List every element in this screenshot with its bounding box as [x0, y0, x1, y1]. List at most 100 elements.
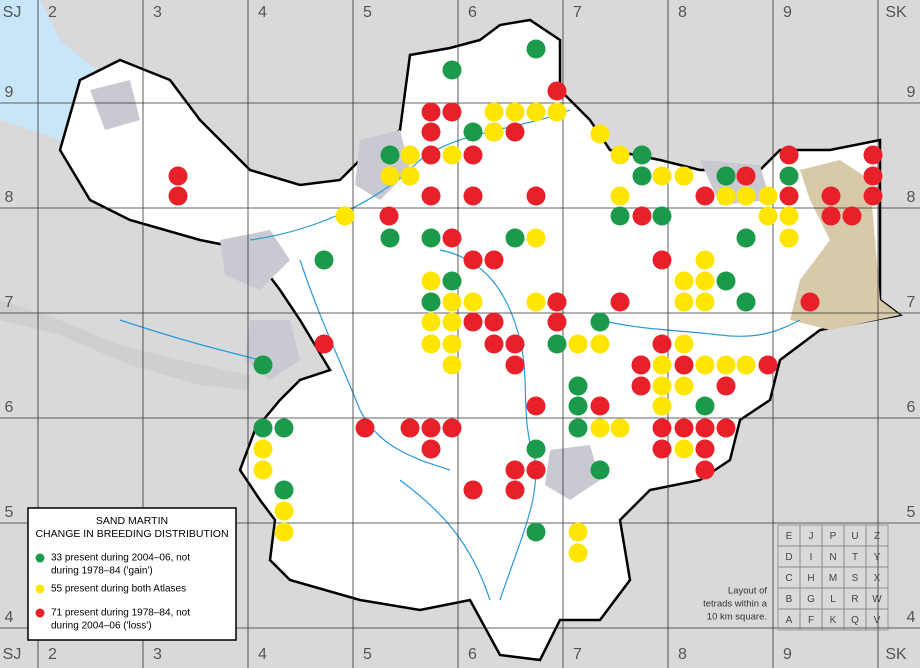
gain-dot — [421, 228, 441, 248]
tetrad-letter: Z — [874, 531, 880, 542]
tetrad-letter: U — [851, 531, 858, 542]
grid-label: 6 — [5, 399, 14, 416]
legend-swatch — [35, 584, 45, 594]
both-dot — [484, 102, 504, 122]
both-dot — [652, 355, 672, 375]
grid-label: 4 — [258, 4, 267, 21]
grid-label: 4 — [907, 609, 916, 626]
loss-dot — [526, 396, 546, 416]
legend-box — [27, 507, 237, 641]
grid-label: 7 — [5, 294, 14, 311]
gain-dot — [421, 292, 441, 312]
river — [119, 319, 261, 361]
distribution-dots — [168, 39, 883, 563]
both-dot — [674, 166, 694, 186]
loss-dot — [421, 122, 441, 142]
loss-dot — [695, 418, 715, 438]
legend-title: CHANGE IN BREEDING DISTRIBUTION — [35, 528, 228, 540]
grid-label: 6 — [468, 4, 477, 21]
loss-dot — [652, 439, 672, 459]
loss-dot — [758, 355, 778, 375]
gain-dot — [568, 396, 588, 416]
gain-dot — [547, 334, 567, 354]
grid-label: 4 — [5, 609, 14, 626]
river — [439, 249, 537, 601]
tetrad-letter: D — [785, 552, 792, 563]
both-dot — [274, 501, 294, 521]
gain-dot — [568, 376, 588, 396]
gain-dot — [314, 250, 334, 270]
loss-dot — [779, 186, 799, 206]
grid-label: 9 — [783, 4, 792, 21]
both-dot — [590, 418, 610, 438]
tetrad-letter: L — [830, 594, 836, 605]
loss-dot — [800, 292, 820, 312]
both-dot — [779, 228, 799, 248]
grid-label: 8 — [678, 646, 687, 663]
both-dot — [590, 124, 610, 144]
loss-dot — [484, 312, 504, 332]
loss-dot — [652, 334, 672, 354]
grid-label: 7 — [573, 4, 582, 21]
loss-dot — [695, 439, 715, 459]
town — [90, 80, 140, 130]
tetrad-letter: G — [807, 594, 815, 605]
loss-dot — [463, 186, 483, 206]
both-dot — [736, 355, 756, 375]
tetrad-letter: K — [830, 615, 837, 626]
loss-dot — [652, 418, 672, 438]
tetrad-letter: R — [851, 594, 858, 605]
loss-dot — [695, 186, 715, 206]
loss-dot — [400, 418, 420, 438]
both-dot — [610, 145, 630, 165]
legend-swatch — [35, 608, 45, 618]
gain-dot — [652, 206, 672, 226]
gain-dot — [736, 228, 756, 248]
loss-dot — [631, 355, 651, 375]
grid-label: 8 — [907, 189, 916, 206]
gain-dot — [380, 145, 400, 165]
gain-dot — [526, 522, 546, 542]
tetrad-letter: N — [829, 552, 836, 563]
grid-label: SJ — [3, 4, 22, 21]
gain-dot — [610, 206, 630, 226]
grid-label: 2 — [48, 4, 57, 21]
tetrad-letter: A — [786, 615, 793, 626]
both-dot — [442, 145, 462, 165]
both-dot — [421, 312, 441, 332]
loss-dot — [863, 166, 883, 186]
loss-dot — [505, 460, 525, 480]
both-dot — [253, 460, 273, 480]
key-caption: 10 km square. — [707, 612, 767, 623]
loss-dot — [463, 250, 483, 270]
both-dot — [442, 292, 462, 312]
both-dot — [463, 292, 483, 312]
both-dot — [736, 186, 756, 206]
both-dot — [335, 206, 355, 226]
both-dot — [484, 122, 504, 142]
grid-label: 8 — [5, 189, 14, 206]
loss-dot — [484, 334, 504, 354]
legend-text: during 2004–06 ('loss') — [51, 621, 152, 632]
loss-dot — [863, 186, 883, 206]
loss-dot — [421, 439, 441, 459]
legend-title: SAND MARTIN — [96, 515, 168, 527]
both-dot — [674, 292, 694, 312]
both-dot — [610, 186, 630, 206]
tetrad-letter: S — [852, 573, 859, 584]
gain-dot — [779, 166, 799, 186]
loss-dot — [168, 166, 188, 186]
loss-dot — [379, 206, 399, 226]
gain-dot — [526, 439, 546, 459]
tetrad-letter: X — [874, 573, 881, 584]
loss-dot — [547, 81, 567, 101]
tetrad-letter: F — [808, 615, 814, 626]
loss-dot — [484, 250, 504, 270]
tetrad-letter: Q — [851, 615, 859, 626]
both-dot — [695, 355, 715, 375]
gain-dot — [253, 355, 273, 375]
both-dot — [652, 166, 672, 186]
tetrad-letter: C — [785, 573, 792, 584]
